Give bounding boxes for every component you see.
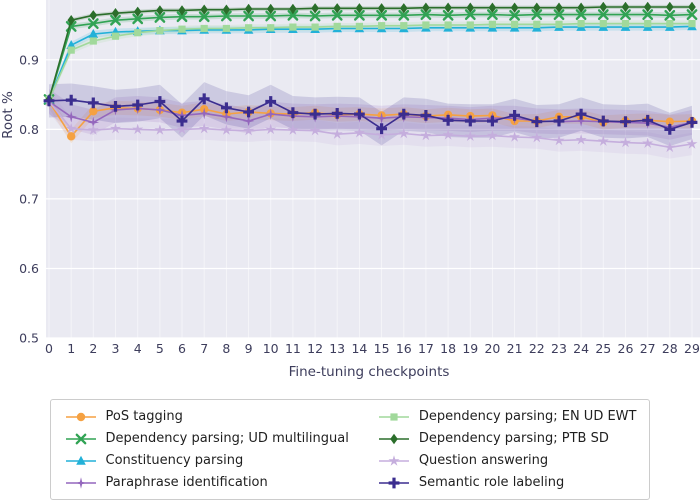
legend-marker-plus-icon [378, 477, 409, 488]
x-tick-label: 4 [134, 341, 142, 356]
x-tick-label: 28 [662, 341, 678, 356]
x-tick-label: 6 [178, 341, 186, 356]
x-tick-label: 22 [529, 341, 545, 356]
x-tick-label: 7 [200, 341, 208, 356]
legend-marker-square-icon [378, 412, 409, 421]
legend-item-paraphrase-identification: Paraphrase identification [64, 473, 349, 492]
legend-item-constituency-parsing: Constituency parsing [64, 451, 349, 470]
legend-marker-triangle-icon [65, 455, 96, 465]
x-tick-label: 9 [245, 341, 253, 356]
y-tick-label: 0.8 [19, 122, 39, 137]
y-tick-label: 0.7 [19, 191, 39, 206]
x-tick-label: 3 [112, 341, 120, 356]
x-tick-label: 18 [440, 341, 456, 356]
x-tick-label: 29 [684, 341, 700, 356]
plot-area: 0 1 2 3 4 5 6 7 8 9 10 11 12 13 14 15 16 17 18 19 20 21 22 23 24… [0, 0, 700, 380]
plot-background [46, 0, 700, 338]
series-question-answering [43, 95, 698, 153]
x-tick-label: 10 [263, 341, 279, 356]
grid-lines [46, 0, 700, 339]
x-tick-label: 12 [307, 341, 323, 356]
legend-label: Dependency parsing; UD multilingual [105, 431, 349, 446]
x-tick-label: 15 [374, 341, 390, 356]
x-tick-label: 25 [595, 341, 611, 356]
x-tick-label: 27 [640, 341, 656, 356]
x-axis-label: Fine-tuning checkpoints [288, 364, 450, 380]
x-tick-label: 20 [484, 341, 500, 356]
x-tick-label: 5 [156, 341, 164, 356]
legend-label: Dependency parsing; PTB SD [418, 431, 609, 446]
chart-legend: PoS tagging Dependency parsing; UD multil… [49, 399, 651, 500]
y-tick-label: 0.6 [19, 261, 39, 276]
y-tick-labels: 0.5 0.6 0.7 0.8 0.9 [19, 52, 39, 345]
x-tick-label: 14 [351, 341, 367, 356]
confidence-band-question-answering [49, 90, 692, 159]
x-tick-label: 8 [222, 341, 230, 356]
legend-label: Semantic role labeling [418, 475, 565, 490]
legend-item-dependency-parsing-ud-multilingual: Dependency parsing; UD multilingual [64, 429, 349, 448]
legend-item-dependency-parsing-en-ud-ewt: Dependency parsing; EN UD EWT [377, 407, 637, 426]
line-chart: 0 1 2 3 4 5 6 7 8 9 10 11 12 13 14 15 16 17 18 19 20 21 22 23 24… [19, 0, 700, 356]
legend-label: Dependency parsing; EN UD EWT [418, 409, 637, 424]
legend-label: Paraphrase identification [105, 475, 268, 490]
x-tick-label: 16 [396, 341, 412, 356]
y-tick-label: 0.9 [19, 52, 39, 67]
series-dependency-parsing-ptb-sd [45, 1, 696, 105]
legend-marker-x-icon [65, 433, 96, 444]
x-tick-label: 24 [573, 341, 589, 356]
y-tick-label: 0.5 [19, 331, 39, 346]
x-tick-label: 13 [329, 341, 345, 356]
x-tick-label: 0 [45, 341, 53, 356]
legend-label: Constituency parsing [105, 453, 244, 468]
confidence-band-pos-tagging [49, 94, 692, 144]
legend-item-semantic-role-labeling: Semantic role labeling [377, 473, 637, 492]
x-tick-label: 17 [418, 341, 434, 356]
x-tick-label: 19 [462, 341, 478, 356]
legend-label: Question answering [418, 453, 549, 468]
y-axis-label: Root % [0, 91, 16, 139]
legend-label: PoS tagging [105, 409, 183, 424]
legend-item-pos-tagging: PoS tagging [64, 407, 349, 426]
x-tick-label: 11 [285, 341, 301, 356]
x-tick-label: 23 [551, 341, 567, 356]
x-tick-labels: 0 1 2 3 4 5 6 7 8 9 10 11 12 13 14 15 16 17 18 19 20 21 22 23 24… [45, 341, 700, 356]
legend-marker-star5-icon [378, 454, 409, 466]
series-semantic-role-labeling [43, 93, 698, 135]
x-tick-label: 2 [89, 341, 97, 356]
x-tick-label: 21 [507, 341, 523, 356]
legend-marker-circle-icon [65, 412, 96, 421]
series-dependency-parsing-en-ud-ewt [45, 20, 696, 104]
x-tick-label: 26 [618, 341, 634, 356]
series-dependency-parsing-ud-multilingual [43, 9, 698, 105]
legend-marker-diamond-icon [378, 433, 409, 444]
legend-item-dependency-parsing-ptb-sd: Dependency parsing; PTB SD [377, 429, 637, 448]
x-tick-label: 1 [67, 341, 75, 356]
legend-marker-star4-icon [65, 476, 96, 489]
legend-item-question-answering: Question answering [377, 451, 637, 470]
